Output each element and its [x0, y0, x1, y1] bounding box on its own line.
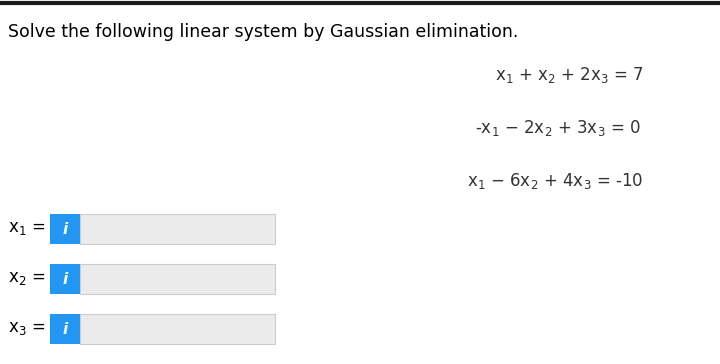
FancyBboxPatch shape — [80, 214, 275, 244]
FancyBboxPatch shape — [80, 264, 275, 294]
Text: Solve the following linear system by Gaussian elimination.: Solve the following linear system by Gau… — [8, 23, 518, 41]
Text: x$_1$ + x$_2$ + 2x$_3$ = 7: x$_1$ + x$_2$ + 2x$_3$ = 7 — [495, 65, 644, 85]
FancyBboxPatch shape — [50, 264, 80, 294]
FancyBboxPatch shape — [80, 314, 275, 344]
Text: x$_1$ − 6x$_2$ + 4x$_3$ = -10: x$_1$ − 6x$_2$ + 4x$_3$ = -10 — [467, 171, 644, 191]
Text: -x$_1$ − 2x$_2$ + 3x$_3$ = 0: -x$_1$ − 2x$_2$ + 3x$_3$ = 0 — [475, 118, 641, 138]
Text: x$_1$ =: x$_1$ = — [8, 219, 45, 237]
Text: i: i — [63, 222, 68, 237]
FancyBboxPatch shape — [50, 314, 80, 344]
Text: x$_3$ =: x$_3$ = — [8, 319, 45, 337]
Text: x$_2$ =: x$_2$ = — [8, 269, 45, 287]
Text: i: i — [63, 321, 68, 336]
FancyBboxPatch shape — [50, 214, 80, 244]
Text: i: i — [63, 272, 68, 286]
